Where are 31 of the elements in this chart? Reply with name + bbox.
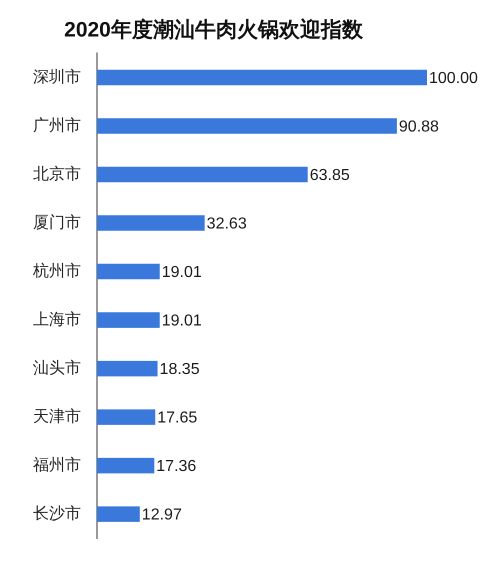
- y-tick-label: 深圳市: [33, 68, 81, 86]
- y-tick-label: 汕头市: [33, 358, 81, 377]
- bar: [97, 360, 158, 376]
- bar: [97, 215, 205, 231]
- data-label: 32.63: [206, 215, 247, 232]
- chart-title: 2020年度潮汕牛肉火锅欢迎指数: [64, 17, 364, 42]
- data-label: 100.00: [429, 70, 478, 87]
- bar: [97, 166, 308, 182]
- y-tick-label: 北京市: [33, 164, 81, 183]
- data-label: 19.01: [162, 312, 202, 330]
- data-label: 90.88: [398, 118, 440, 136]
- data-label: 12.97: [142, 506, 182, 524]
- y-tick-label: 天津市: [33, 408, 81, 426]
- bar: [97, 312, 160, 328]
- bar: [97, 70, 427, 86]
- y-tick-label: 厦门市: [33, 213, 81, 232]
- bar: [97, 264, 160, 280]
- data-label: 17.65: [157, 410, 198, 427]
- y-tick-label: 长沙市: [33, 504, 81, 523]
- bar: [97, 506, 140, 522]
- y-tick-label: 上海市: [33, 310, 81, 328]
- y-tick-label: 广州市: [33, 116, 81, 134]
- bar: [97, 409, 156, 425]
- data-label: 63.85: [310, 166, 350, 184]
- y-tick-label: 福州市: [33, 456, 81, 474]
- data-label: 19.01: [162, 264, 202, 281]
- data-label: 18.35: [160, 360, 200, 378]
- bar: [97, 458, 154, 474]
- y-tick-label: 杭州市: [32, 262, 81, 280]
- data-label: 17.36: [156, 458, 196, 476]
- bar: [97, 118, 397, 134]
